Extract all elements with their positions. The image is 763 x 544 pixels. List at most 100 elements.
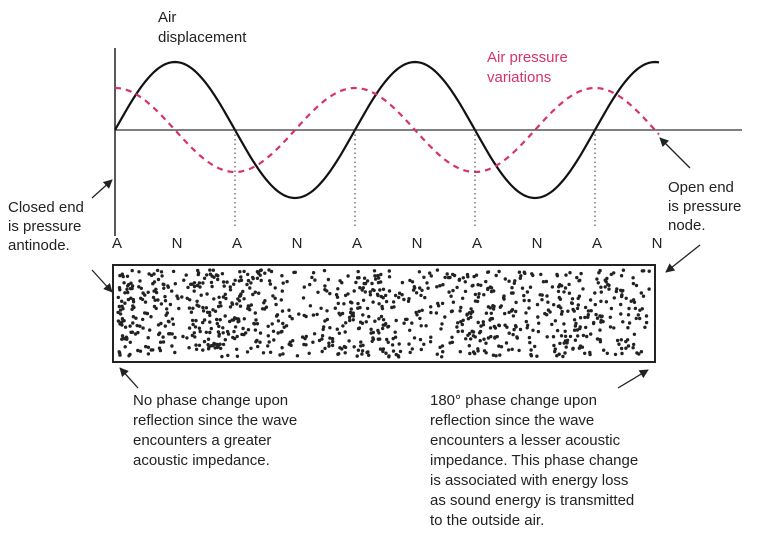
molecule [560,334,563,337]
molecule [128,353,131,356]
node-label: N [172,235,183,252]
molecule [239,275,242,278]
molecule [232,318,235,321]
molecule [542,280,545,283]
molecule [356,302,359,305]
molecule [391,343,394,346]
molecule [635,284,638,287]
molecule [387,355,390,358]
molecule [602,349,605,352]
molecule [429,340,432,343]
molecule [358,306,361,309]
molecule [605,300,608,303]
molecule [447,290,450,293]
molecule [607,284,610,287]
molecule [338,332,341,335]
molecule [479,339,482,342]
molecule [315,313,318,316]
molecule [254,311,257,314]
molecule [120,300,123,303]
molecule [349,300,352,303]
molecule [240,279,243,282]
molecule [514,325,517,328]
molecule [162,283,165,286]
molecule [568,292,571,295]
molecule [331,344,334,347]
molecule [450,310,453,313]
molecule [381,327,384,330]
molecule [208,314,211,317]
molecule [201,306,204,309]
molecule [518,271,521,274]
molecule [581,346,584,349]
molecule [219,304,222,307]
molecule [318,339,321,342]
molecule [126,275,129,278]
molecule [489,306,492,309]
molecule [172,270,175,273]
molecule [344,330,347,333]
molecule [254,328,257,331]
molecule [562,322,565,325]
molecule [576,334,579,337]
molecule [381,307,384,310]
molecule [620,352,623,355]
molecule [327,342,330,345]
molecule [488,318,491,321]
molecule [363,277,366,280]
molecule [633,333,636,336]
molecule [529,286,532,289]
molecule [369,328,372,331]
molecule [256,345,259,348]
molecule [401,281,404,284]
molecule [569,335,572,338]
molecule [556,274,559,277]
molecule [216,278,219,281]
molecule [456,321,459,324]
molecule [248,286,251,289]
molecule [452,301,455,304]
molecule [129,341,132,344]
molecule [631,276,634,279]
molecule [392,300,395,303]
molecule [446,272,449,275]
node-label: A [592,235,602,252]
molecule [346,274,349,277]
molecule [440,355,443,358]
molecule [198,285,201,288]
molecule [405,318,408,321]
molecule [429,311,432,314]
arrow [92,270,112,292]
molecule [632,282,635,285]
node-label: N [412,235,423,252]
molecule [148,328,151,331]
molecule [372,331,375,334]
molecule [203,340,206,343]
molecule [118,305,121,308]
molecule [316,291,319,294]
molecule [191,323,194,326]
molecule [282,281,285,284]
molecule [468,344,471,347]
molecule [588,353,591,356]
molecule [209,273,212,276]
molecule [466,273,469,276]
molecule [229,305,232,308]
molecule [601,320,604,323]
molecule [147,352,150,355]
molecule [610,307,613,310]
molecule [272,330,275,333]
molecule [303,337,306,340]
right-note: to the outside air. [430,512,544,529]
molecule [399,350,402,353]
molecule [373,274,376,277]
molecule [592,321,595,324]
molecule [407,300,410,303]
molecule [328,326,331,329]
molecule [175,294,178,297]
molecule [490,312,493,315]
molecule [269,351,272,354]
molecule [477,295,480,298]
molecule [221,272,224,275]
molecule [634,307,637,310]
